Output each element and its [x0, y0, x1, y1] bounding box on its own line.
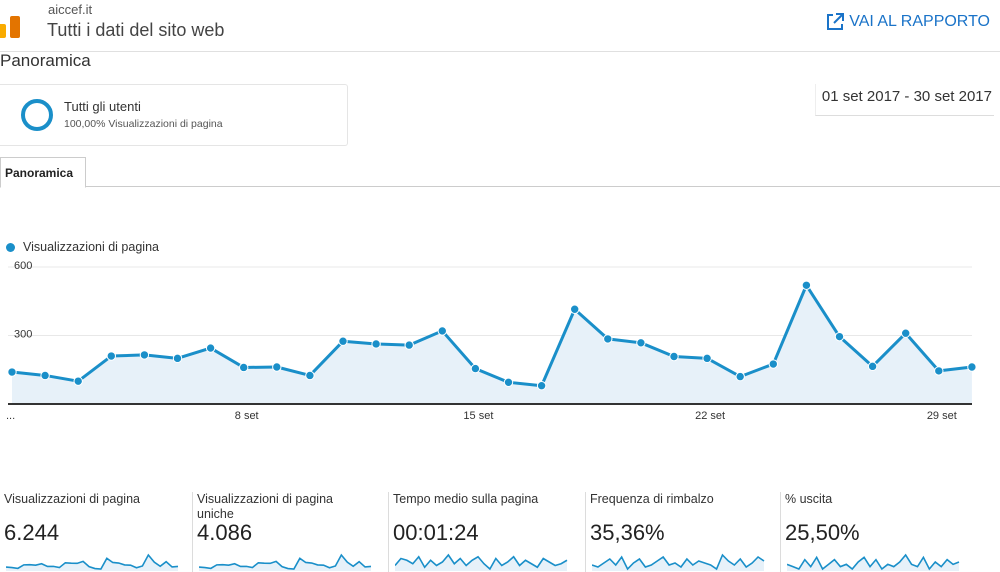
metric-value: 4.086	[197, 520, 253, 545]
sparkline-line	[6, 553, 179, 570]
metric-value: 25,50%	[785, 520, 860, 545]
page-title: Panoramica	[0, 51, 91, 70]
data-point	[437, 326, 447, 336]
segment-name: Tutti gli utenti	[64, 99, 141, 114]
legend-dot-icon	[6, 242, 15, 252]
series-line	[11, 283, 973, 388]
metric-card[interactable]: Frequenza di rimbalzo 35,36%	[585, 492, 780, 572]
data-point	[702, 353, 712, 364]
x-tick-label: 22 set	[695, 410, 725, 422]
metric-sparkline	[592, 553, 765, 571]
data-point	[536, 381, 547, 391]
x-tick-label: 8 set	[235, 410, 259, 422]
sparkline-area	[395, 555, 567, 571]
y-tick-label: 600	[14, 260, 32, 272]
data-point	[967, 362, 977, 372]
data-point	[7, 367, 17, 377]
metric-value: 6.244	[4, 520, 60, 545]
tab-panoramica[interactable]: Panoramica	[0, 157, 86, 188]
chart-legend[interactable]: Visualizzazioni di pagina	[6, 240, 159, 254]
sparkline-line	[787, 553, 960, 571]
data-point	[801, 280, 812, 290]
sparkline-line	[199, 553, 372, 570]
pageviews-chart[interactable]: 300 600... 8 set 15 set 22 set 29 set	[0, 258, 1000, 428]
data-point	[503, 377, 514, 388]
data-point	[338, 336, 348, 346]
x-tick-label: 29 set	[927, 410, 957, 422]
view-name[interactable]: Tutti i dati del sito web	[47, 20, 225, 40]
data-point	[239, 362, 249, 373]
data-point	[934, 366, 944, 376]
data-point	[570, 304, 580, 314]
metric-value: 00:01:24	[393, 520, 479, 545]
x-tick-label: ...	[6, 410, 15, 422]
data-point	[40, 370, 50, 381]
analytics-logo-icon	[0, 16, 20, 38]
sparkline-line	[395, 553, 568, 571]
data-point	[73, 376, 83, 386]
x-tick-label: 15 set	[463, 410, 493, 422]
sparkline-area	[787, 555, 959, 571]
data-point	[205, 343, 216, 353]
y-tick-label: 300	[14, 329, 32, 341]
data-point	[404, 340, 414, 350]
metric-label: Frequenza di rimbalzo	[590, 492, 714, 506]
series-area	[12, 285, 972, 404]
tab-bar: Panoramica	[0, 157, 1000, 188]
data-point	[768, 359, 778, 369]
open-in-new-icon	[827, 13, 845, 30]
data-point	[867, 361, 878, 372]
metric-card[interactable]: Visualizzazioni di pagina uniche 4.086	[192, 492, 387, 572]
legend-label: Visualizzazioni di pagina	[23, 240, 159, 254]
metric-cards: Visualizzazioni di pagina 6.244 Visualizza…	[0, 480, 1000, 572]
data-point	[139, 350, 150, 360]
site-name: aiccef.it	[48, 2, 93, 17]
metric-sparkline	[787, 553, 960, 571]
sparkline-line	[592, 553, 765, 571]
sparkline-area	[6, 555, 178, 571]
metric-label: Visualizzazioni di pagina	[4, 492, 140, 506]
data-point	[834, 331, 845, 342]
sparkline-area	[199, 555, 371, 571]
data-point	[603, 334, 613, 344]
go-to-report-link[interactable]: VAI AL RAPPORTO	[825, 12, 990, 32]
date-range-picker[interactable]: 01 set 2017 - 30 set 2017	[814, 84, 994, 116]
data-point	[470, 363, 481, 374]
data-point	[172, 353, 183, 364]
data-point	[272, 362, 282, 372]
data-point	[901, 328, 911, 338]
metric-sparkline	[199, 553, 372, 571]
segment-card[interactable]: Tutti gli utenti 100,00% Visualizzazioni…	[0, 84, 348, 146]
segment-ring-icon	[21, 99, 53, 131]
metric-sparkline	[395, 553, 568, 571]
report-header: aiccef.it Tutti i dati del sito web VAI …	[0, 0, 1000, 52]
metric-card[interactable]: % uscita 25,50%	[780, 492, 975, 572]
segment-share: 100,00% Visualizzazioni di pagina	[64, 118, 223, 130]
metric-sparkline	[6, 553, 179, 571]
data-point	[371, 339, 381, 349]
metric-label: Tempo medio sulla pagina	[393, 492, 539, 506]
data-point	[735, 371, 745, 382]
metric-card[interactable]: Visualizzazioni di pagina 6.244	[0, 492, 195, 572]
data-point	[106, 351, 117, 361]
go-to-report-label: VAI AL RAPPORTO	[849, 13, 990, 30]
data-point	[636, 338, 646, 348]
metric-label: Visualizzazioni di pagina uniche	[197, 492, 333, 521]
metric-card[interactable]: Tempo medio sulla pagina 00:01:24	[388, 492, 583, 572]
metric-label: % uscita	[785, 492, 833, 506]
data-point	[305, 370, 315, 381]
data-point	[669, 351, 679, 362]
metric-value: 35,36%	[590, 520, 665, 545]
